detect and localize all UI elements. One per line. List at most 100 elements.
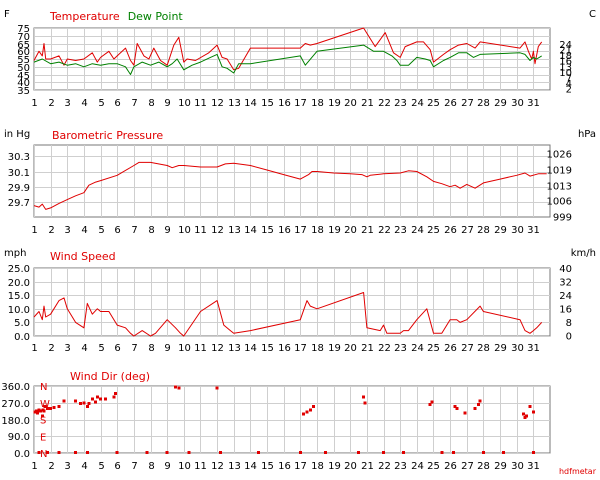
wind-dir-point xyxy=(215,386,219,390)
temperature-y-tick-label-right: 24 xyxy=(559,40,572,51)
pressure-x-tick-label: 2 xyxy=(48,225,54,236)
wind_speed-x-tick-label: 21 xyxy=(361,343,374,354)
wind_dir-x-tick-label: 16 xyxy=(278,461,291,472)
wind_speed-y-tick-label-left: 10.0 xyxy=(8,305,30,316)
wind-dir-point xyxy=(87,402,91,406)
wind-dir-point xyxy=(312,405,316,408)
wind-dir-point xyxy=(33,410,37,414)
wind_dir-x-tick-label: 28 xyxy=(477,461,490,472)
wind_speed-x-tick-label: 3 xyxy=(64,343,70,354)
wind_speed-panel: 1 2 3 4 5 6 7 8 9 10 11 12 13 14 15 16 17 18 19 20 21 22 23 24 2… xyxy=(4,248,596,354)
wind-dir-point xyxy=(531,450,535,454)
wind-dir-point xyxy=(104,397,108,401)
temperature-x-tick-label: 26 xyxy=(444,98,457,109)
wind_speed-y-tick-label-right: 8 xyxy=(566,318,572,329)
wind-dir-point xyxy=(35,411,39,415)
wind_speed-x-tick-label: 5 xyxy=(98,343,104,354)
pressure-x-tick-label: 20 xyxy=(344,225,357,236)
pressure-x-tick-label: 19 xyxy=(328,225,341,236)
wind-dir-point xyxy=(481,450,485,454)
pressure-x-tick-label: 10 xyxy=(178,225,191,236)
temperature-title-part: Dew Point xyxy=(128,10,184,23)
wind_speed-y-tick-label-left: 0.0 xyxy=(14,332,30,343)
wind_dir-x-tick-label: 23 xyxy=(394,461,407,472)
wind-dir-point xyxy=(363,401,367,405)
wind_dir-y-tick-label-left: 270.0 xyxy=(1,399,30,410)
wind_speed-y-tick-label-right: 32 xyxy=(559,277,572,288)
wind-dir-point xyxy=(74,450,78,454)
pressure-x-tick-label: 13 xyxy=(228,225,241,236)
pressure-x-tick-label: 28 xyxy=(477,225,490,236)
wind_speed-x-tick-label: 1 xyxy=(31,343,37,354)
wind_speed-x-tick-label: 4 xyxy=(81,343,87,354)
wind-dir-point xyxy=(57,405,61,408)
temperature-x-tick-label: 4 xyxy=(81,98,87,109)
pressure-x-tick-label: 22 xyxy=(378,225,391,236)
wind_dir-title-part: Wind Dir (deg) xyxy=(70,370,150,383)
wind-dir-point xyxy=(79,402,83,406)
temperature-x-tick-label: 31 xyxy=(527,98,540,109)
wind-dir-point xyxy=(95,395,99,399)
temperature-x-tick-label: 17 xyxy=(294,98,307,109)
wind_speed-y-tick-label-right: 40 xyxy=(559,264,572,275)
wind_speed-x-tick-label: 25 xyxy=(427,343,440,354)
wind-dir-point xyxy=(85,450,89,454)
wind_dir-y-tick-label-left: 360.0 xyxy=(1,382,30,393)
wind_speed-x-tick-label: 6 xyxy=(114,343,120,354)
wind_dir-x-tick-label: 24 xyxy=(411,461,424,472)
wind_dir-x-tick-label: 2 xyxy=(48,461,54,472)
temperature-x-tick-label: 25 xyxy=(427,98,440,109)
wind_dir-x-tick-label: 7 xyxy=(131,461,137,472)
wind_dir-x-tick-label: 25 xyxy=(427,461,440,472)
footer-note: hdfmetar xyxy=(559,467,597,476)
wind-dir-point xyxy=(99,397,103,401)
wind_speed-unit-right: km/h xyxy=(571,248,596,259)
temperature-x-tick-label: 23 xyxy=(394,98,407,109)
pressure-x-tick-label: 16 xyxy=(278,225,291,236)
wind-dir-point xyxy=(45,406,49,410)
wind_dir-x-tick-label: 31 xyxy=(527,461,540,472)
wind_speed-y-tick-label-left: 15.0 xyxy=(8,291,30,302)
wind_speed-title-part: Wind Speed xyxy=(50,250,116,263)
compass-label: W xyxy=(40,399,50,410)
wind_speed-plot-area xyxy=(33,267,551,337)
wind_speed-x-tick-label: 10 xyxy=(178,343,191,354)
wind_dir-x-tick-label: 21 xyxy=(361,461,374,472)
wind_speed-x-tick-label: 23 xyxy=(394,343,407,354)
wind_speed-x-tick-label: 8 xyxy=(148,343,154,354)
wind_dir-x-tick-label: 3 xyxy=(64,461,70,472)
wind_dir-x-tick-label: 19 xyxy=(328,461,341,472)
wind-dir-point xyxy=(382,450,385,454)
wind-dir-point xyxy=(40,414,44,418)
wind-dir-point xyxy=(302,412,306,416)
temperature-x-tick-label: 20 xyxy=(344,98,357,109)
wind_dir-x-tick-label: 29 xyxy=(494,461,507,472)
wind_speed-x-tick-label: 15 xyxy=(261,343,274,354)
wind-dir-point xyxy=(473,406,477,410)
wind-dir-point xyxy=(43,405,47,408)
temperature-y-tick-label-right: 2 xyxy=(566,85,572,96)
wind-dir-point xyxy=(452,450,455,454)
wind-dir-point xyxy=(145,450,149,454)
pressure-unit-left: in Hg xyxy=(4,129,30,140)
wind_dir-x-tick-label: 5 xyxy=(98,461,104,472)
wind-dir-point xyxy=(112,395,116,399)
wind_speed-y-tick-label-right: 24 xyxy=(559,291,572,302)
pressure-x-tick-label: 15 xyxy=(261,225,274,236)
temperature-x-tick-label: 9 xyxy=(164,98,170,109)
pressure-x-tick-label: 21 xyxy=(361,225,374,236)
temperature-x-tick-label: 11 xyxy=(194,98,207,109)
wind-dir-point xyxy=(49,406,53,410)
temperature-y-tick-label-right: 7 xyxy=(566,73,572,84)
wind-dir-point xyxy=(257,450,261,454)
wind-dir-point xyxy=(39,409,43,413)
wind-dir-point xyxy=(37,450,41,454)
pressure-x-tick-label: 1 xyxy=(31,225,37,236)
wind_speed-y-tick-label-left: 5.0 xyxy=(14,318,30,329)
wind-dir-point xyxy=(35,409,38,413)
pressure-x-tick-label: 29 xyxy=(494,225,507,236)
pressure-x-tick-label: 27 xyxy=(461,225,474,236)
wind_speed-x-tick-label: 19 xyxy=(328,343,341,354)
temperature-y-tick-label-left: 40 xyxy=(17,78,30,89)
